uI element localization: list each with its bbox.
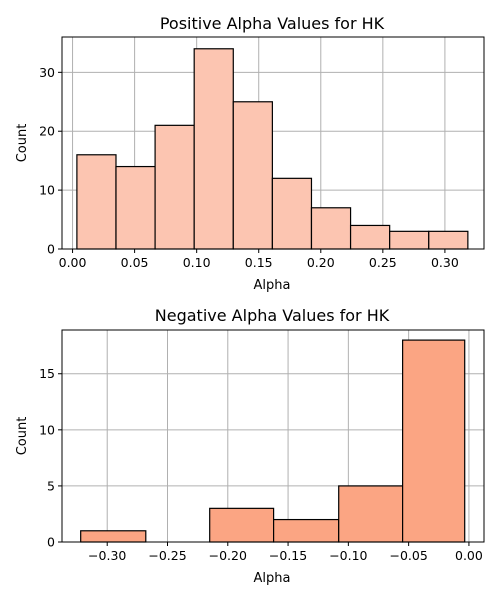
x-tick-label: −0.25 — [148, 548, 186, 563]
plot-frame — [61, 329, 485, 543]
histogram-bar — [273, 518, 340, 543]
histogram-bar — [209, 507, 275, 543]
x-tick-label: 0.30 — [431, 255, 459, 270]
histogram-bar — [115, 165, 156, 250]
x-tick-label: 0.20 — [307, 255, 335, 270]
ticks: −0.30 −0.25 −0.20 −0.15 −0.10 −0.05 0.00 0 5 10 15 — [39, 366, 483, 563]
histogram-bar — [232, 101, 273, 250]
histogram-bar — [76, 154, 117, 250]
y-tick-label: 0 — [47, 535, 55, 550]
histogram-bar — [154, 124, 195, 250]
y-axis-label: Count — [15, 417, 30, 456]
histogram-bar — [271, 177, 313, 250]
histogram-bar — [338, 485, 404, 543]
x-tick-label: 0.05 — [121, 255, 149, 270]
y-tick-label: 0 — [47, 242, 55, 257]
x-tick-label: −0.15 — [269, 548, 307, 563]
x-tick-label: 0.25 — [369, 255, 397, 270]
histogram-bar — [389, 230, 430, 250]
histogram-bar — [428, 230, 469, 250]
plot-frame — [61, 36, 485, 250]
x-tick-label: −0.10 — [329, 548, 367, 563]
y-tick-label: 5 — [47, 478, 55, 493]
histogram-bar — [80, 530, 147, 543]
bars — [76, 48, 469, 250]
y-tick-label: 15 — [39, 366, 55, 381]
x-tick-label: −0.05 — [389, 548, 427, 563]
y-tick-label: 20 — [39, 124, 55, 139]
histogram-bar — [193, 48, 234, 250]
x-tick-label: 0.10 — [183, 255, 211, 270]
y-tick-label: 30 — [39, 65, 55, 80]
x-tick-label: 0.00 — [59, 255, 87, 270]
x-tick-label: −0.30 — [88, 548, 126, 563]
bars — [80, 339, 466, 543]
negative-alpha-histogram: Negative Alpha Values for HK Alpha Count… — [15, 306, 485, 586]
ticks: 0.00 0.05 0.10 0.15 0.20 0.25 0.30 0 10 20 30 — [39, 65, 459, 270]
histogram-bar — [310, 207, 352, 250]
y-tick-label: 10 — [39, 183, 55, 198]
positive-alpha-histogram: Positive Alpha Values for HK Alpha Count… — [15, 14, 485, 293]
x-tick-label: 0.00 — [455, 548, 483, 563]
x-tick-label: −0.20 — [209, 548, 247, 563]
chart-title: Positive Alpha Values for HK — [160, 14, 385, 33]
histogram-bar — [402, 339, 466, 543]
y-axis-label: Count — [15, 124, 30, 163]
x-axis-label: Alpha — [254, 571, 291, 586]
histogram-bar — [349, 224, 391, 250]
y-tick-label: 10 — [39, 422, 55, 437]
chart-title: Negative Alpha Values for HK — [155, 306, 390, 325]
x-tick-label: 0.15 — [245, 255, 273, 270]
x-axis-label: Alpha — [254, 278, 291, 293]
